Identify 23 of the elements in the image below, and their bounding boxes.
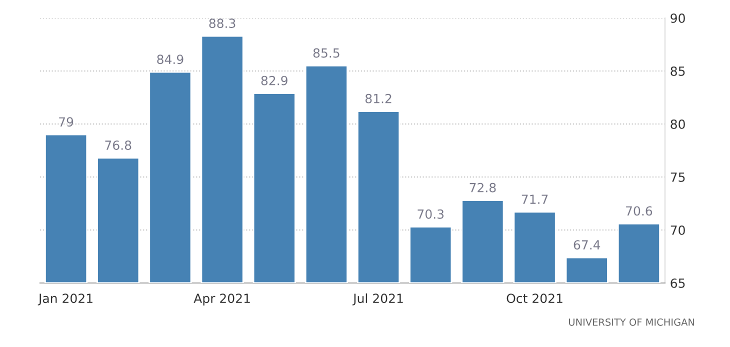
y-tick-label: 75 — [670, 172, 685, 182]
y-tick-label: 80 — [670, 119, 685, 129]
data-label: 71.7 — [522, 194, 548, 204]
data-label: 70.3 — [418, 209, 444, 219]
data-label: 88.3 — [209, 18, 236, 28]
y-tick-label: 70 — [670, 225, 685, 235]
x-tick-label: Jul 2021 — [352, 293, 403, 306]
x-tick-label: Oct 2021 — [506, 294, 562, 304]
data-label: 81.2 — [365, 94, 392, 104]
data-label: 72.8 — [470, 182, 496, 192]
data-label: 85.5 — [313, 48, 340, 58]
data-label: 84.9 — [157, 54, 184, 64]
text: UNIVERSITY OF MICHIGAN — [569, 318, 694, 326]
data-label: 79 — [59, 117, 74, 127]
y-tick-label: 90 — [670, 13, 685, 23]
data-label: 70.6 — [626, 206, 652, 216]
data-label: 76.8 — [105, 140, 132, 150]
y-tick-label: 65 — [670, 278, 685, 288]
x-tick-label: Jan 2021 — [38, 294, 92, 306]
data-label: 67.4 — [574, 240, 600, 250]
data-label: 82.9 — [261, 76, 288, 86]
y-tick-label: 85 — [670, 66, 685, 76]
x-tick-label: Apr 2021 — [194, 294, 250, 306]
